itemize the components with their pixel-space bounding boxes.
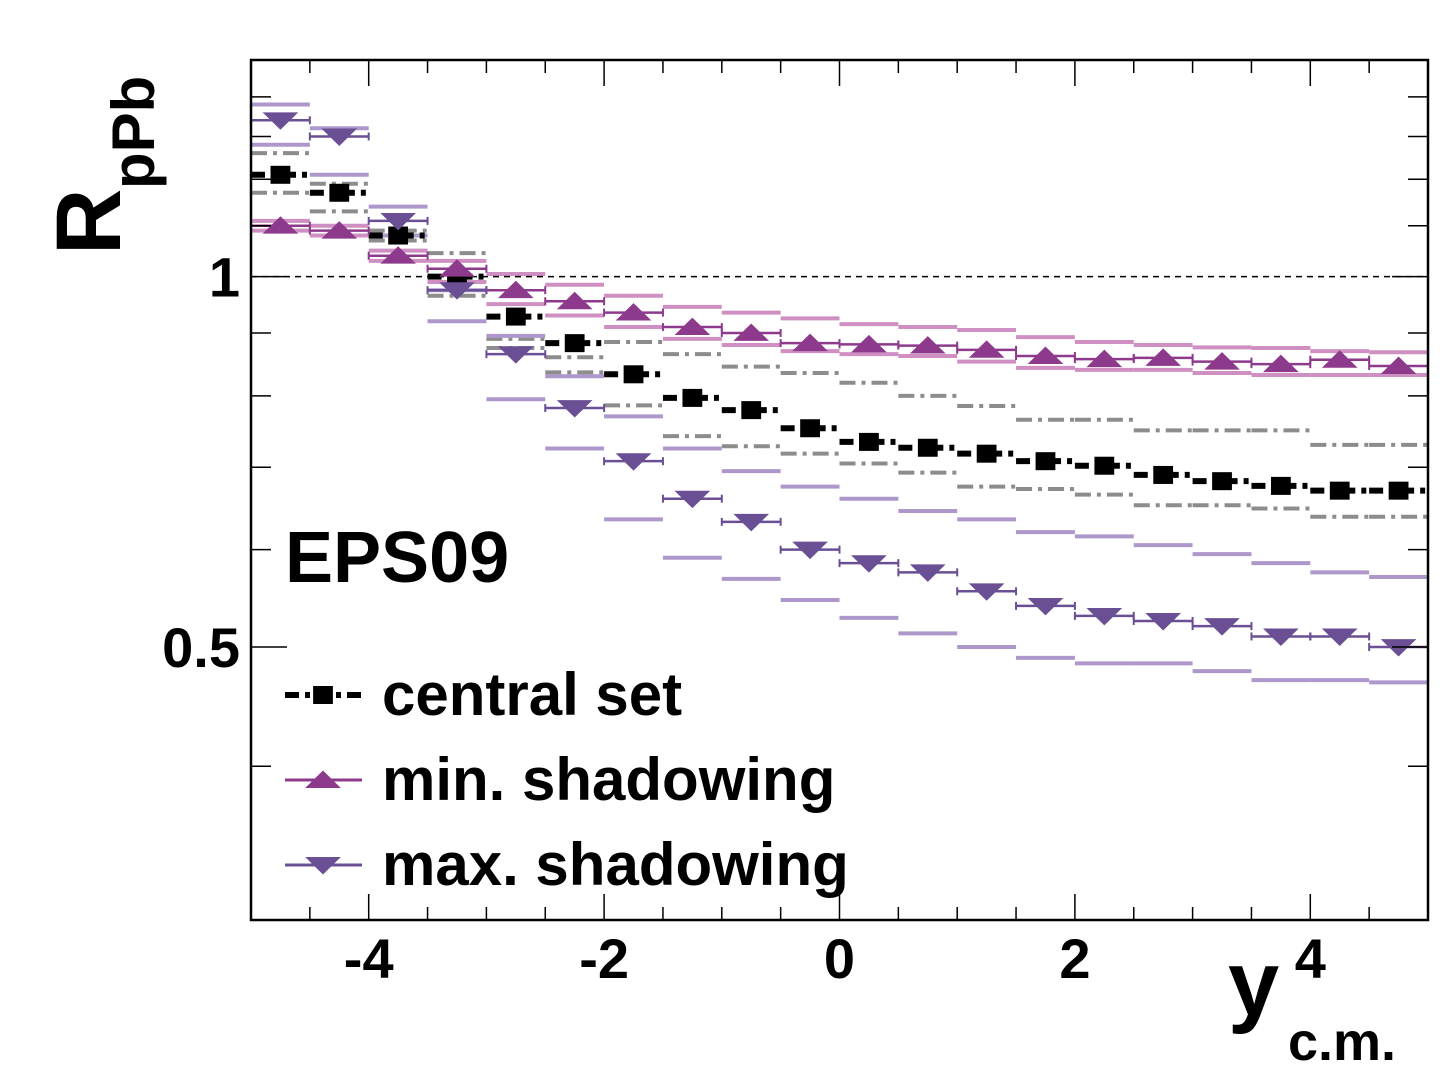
data-point xyxy=(733,323,770,341)
data-point xyxy=(909,564,946,582)
data-point xyxy=(674,317,711,336)
x-tick-label: 0 xyxy=(824,927,855,990)
data-point xyxy=(733,513,770,532)
data-point xyxy=(497,346,534,364)
data-point xyxy=(388,226,409,245)
legend-label: central set xyxy=(382,661,682,728)
y-tick-label: 1 xyxy=(209,246,240,309)
data-point xyxy=(329,183,350,202)
series-max-shadowing xyxy=(250,112,1429,657)
series-central-set xyxy=(251,165,1428,500)
data-point xyxy=(1380,356,1417,374)
data-point xyxy=(1329,481,1350,500)
data-point xyxy=(674,490,711,509)
data-point xyxy=(505,307,526,326)
y-tick-label: 0.5 xyxy=(162,616,240,679)
data-point xyxy=(976,444,997,463)
data-point xyxy=(1086,349,1123,368)
data-point xyxy=(623,365,644,384)
y-axis-title-main: R xyxy=(38,189,140,255)
data-point xyxy=(439,259,475,277)
legend-label: max. shadowing xyxy=(382,831,849,898)
data-point xyxy=(1145,348,1182,366)
data-point xyxy=(859,432,879,451)
data-point xyxy=(305,770,341,788)
legend: central set min. shadowing max. shadowing xyxy=(285,661,849,898)
x-tick-label: -2 xyxy=(579,927,629,990)
data-point xyxy=(1321,350,1358,368)
data-point xyxy=(792,333,828,352)
data-point xyxy=(968,583,1005,601)
data-point xyxy=(380,246,416,264)
x-tick-label: 2 xyxy=(1059,927,1090,990)
data-point xyxy=(1388,481,1409,500)
data-point xyxy=(1321,628,1358,646)
data-point xyxy=(909,336,946,354)
data-point xyxy=(313,686,333,704)
data-point xyxy=(305,857,341,875)
data-point xyxy=(615,453,652,471)
data-point xyxy=(1204,352,1240,370)
data-point xyxy=(851,334,887,353)
data-point xyxy=(1153,465,1174,484)
data-point xyxy=(1270,476,1291,495)
data-point xyxy=(792,541,828,560)
data-point xyxy=(1027,597,1064,616)
data-point xyxy=(1204,618,1240,636)
data-point xyxy=(556,291,593,310)
data-point xyxy=(262,216,299,234)
data-point xyxy=(615,303,652,321)
data-point xyxy=(321,128,358,146)
data-point xyxy=(1212,472,1232,491)
data-point xyxy=(321,221,358,239)
data-point xyxy=(741,401,762,420)
data-point xyxy=(262,112,299,130)
y-axis-title: R pPb xyxy=(38,76,167,255)
data-point xyxy=(1380,639,1417,657)
eps09-annotation: EPS09 xyxy=(285,518,509,598)
data-point xyxy=(1263,628,1299,646)
data-point xyxy=(270,165,291,184)
series-min-shadowing xyxy=(250,216,1429,374)
data-point xyxy=(1035,452,1056,471)
data-point xyxy=(917,438,938,457)
data-point xyxy=(800,419,820,438)
data-point xyxy=(380,212,416,231)
data-point xyxy=(1094,456,1115,475)
data-point xyxy=(439,282,475,300)
axis-ticks xyxy=(250,60,1429,920)
x-axis-title-main: y xyxy=(1228,933,1279,1035)
data-point xyxy=(564,334,585,353)
data-point xyxy=(968,340,1005,358)
tick-labels: -4 -2 0 2 4 1 0.5 xyxy=(162,246,1326,990)
data-point xyxy=(1263,354,1299,373)
y-axis-title-sub: pPb xyxy=(100,76,167,189)
series-layer xyxy=(250,112,1429,657)
data-point xyxy=(1145,613,1182,631)
x-axis-title-sub: c.m. xyxy=(1288,1012,1396,1072)
data-point xyxy=(1027,346,1064,364)
data-point xyxy=(851,555,887,573)
data-point xyxy=(682,388,703,407)
x-tick-label: -4 xyxy=(344,927,394,990)
x-tick-label: 4 xyxy=(1295,927,1326,990)
data-point xyxy=(497,280,534,299)
legend-label: min. shadowing xyxy=(382,746,835,813)
data-point xyxy=(556,400,593,418)
data-point xyxy=(1086,607,1123,626)
